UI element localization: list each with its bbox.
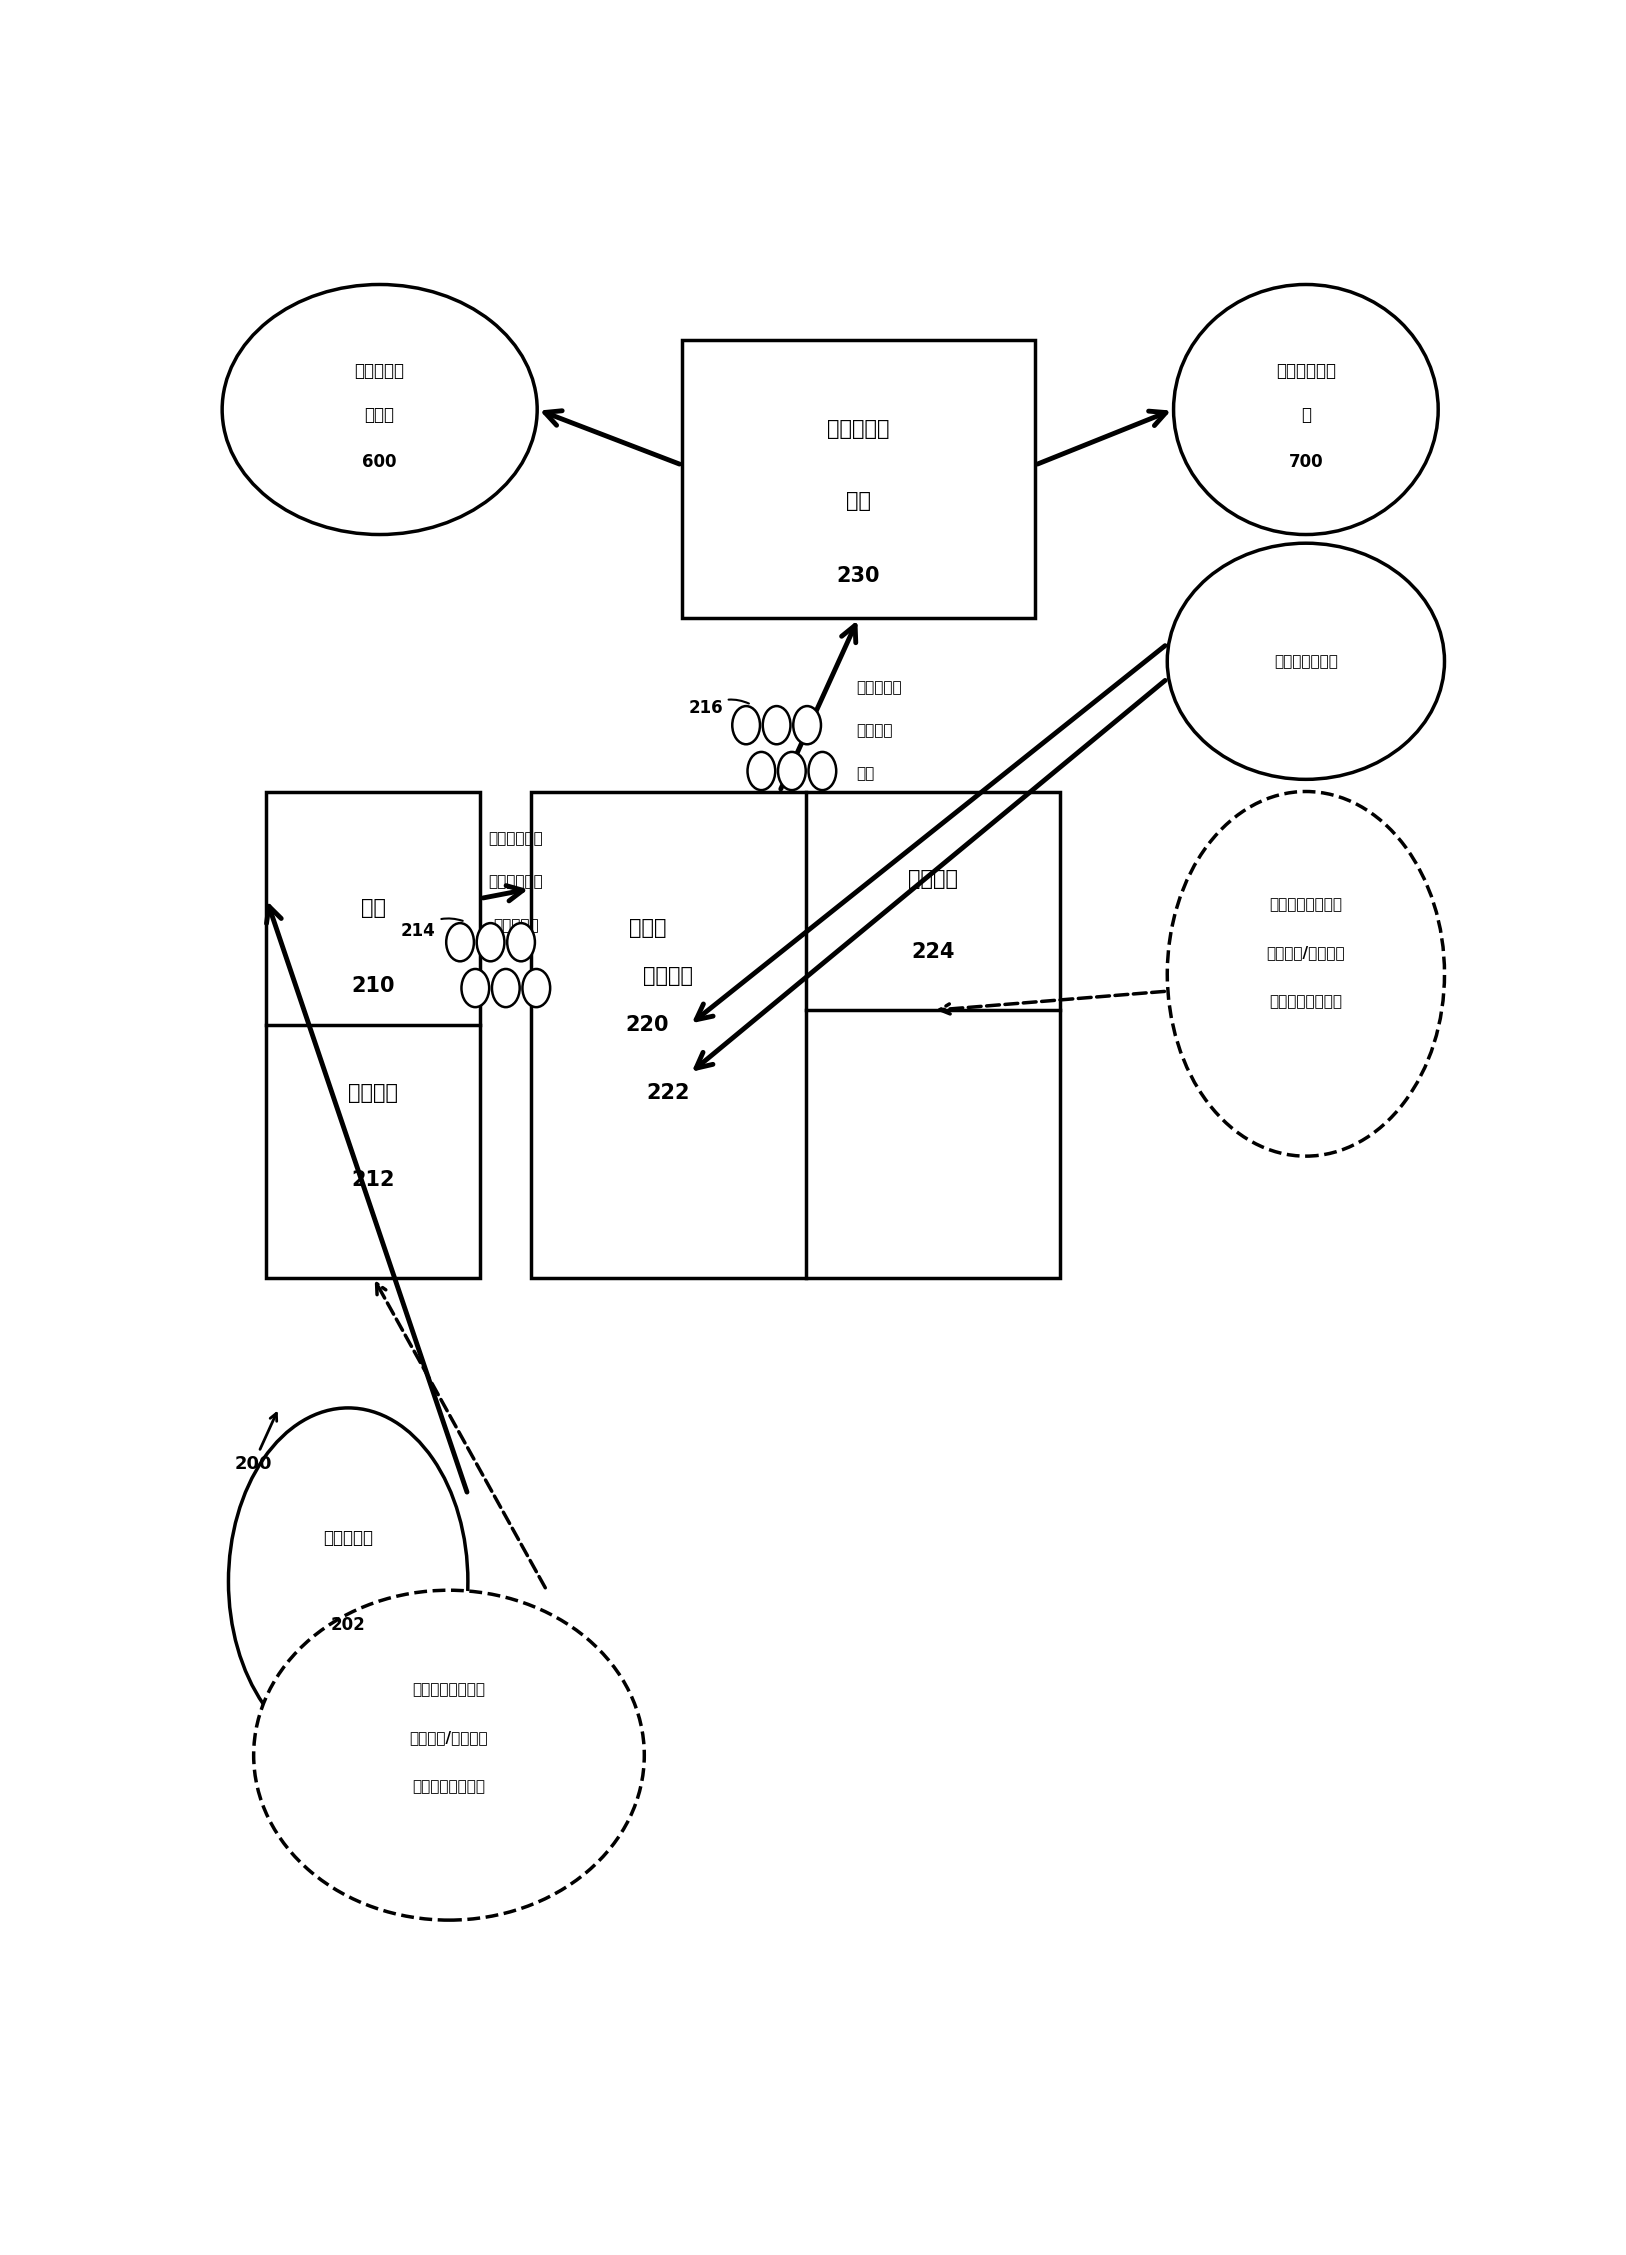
Circle shape xyxy=(462,970,489,1008)
Text: 224: 224 xyxy=(912,943,954,963)
Text: 废热（例如发动机: 废热（例如发动机 xyxy=(413,1682,486,1696)
Text: 216: 216 xyxy=(688,699,750,717)
Text: 料斗: 料斗 xyxy=(361,897,385,918)
Text: 214: 214 xyxy=(402,918,463,940)
Text: 212: 212 xyxy=(351,1170,395,1191)
Text: 222: 222 xyxy=(647,1082,691,1103)
Text: 存储和输送: 存储和输送 xyxy=(828,419,889,440)
Text: 生源: 生源 xyxy=(855,767,875,782)
Text: （纤维素和木: （纤维素和木 xyxy=(488,875,543,888)
Ellipse shape xyxy=(1167,792,1444,1157)
Text: 热（风、太阳等）: 热（风、太阳等） xyxy=(413,1779,486,1795)
Text: 200: 200 xyxy=(234,1414,276,1473)
Text: 210: 210 xyxy=(351,976,395,997)
Circle shape xyxy=(476,922,504,961)
Text: 反应器: 反应器 xyxy=(629,918,667,938)
Circle shape xyxy=(763,706,790,744)
Text: 排气）和/或可再生: 排气）和/或可再生 xyxy=(1267,945,1345,961)
Text: 可再生燃料生: 可再生燃料生 xyxy=(1276,363,1337,381)
Text: 220: 220 xyxy=(626,1015,668,1035)
Text: 700: 700 xyxy=(1288,453,1324,471)
Bar xyxy=(683,341,1036,618)
Circle shape xyxy=(507,922,535,961)
Ellipse shape xyxy=(1167,543,1444,780)
Circle shape xyxy=(748,751,776,789)
Text: 有用可再: 有用可再 xyxy=(855,724,893,737)
Text: 品生产: 品生产 xyxy=(364,406,395,424)
Text: 机构: 机构 xyxy=(846,492,872,512)
Text: 碳和氢气的: 碳和氢气的 xyxy=(855,679,902,695)
Text: 热交换器: 热交换器 xyxy=(348,1082,398,1103)
Text: 排出水分和空气: 排出水分和空气 xyxy=(1273,654,1338,670)
Ellipse shape xyxy=(223,284,537,534)
Text: 600: 600 xyxy=(363,453,397,471)
Text: 碳基耐用物: 碳基耐用物 xyxy=(354,363,405,381)
Circle shape xyxy=(793,706,821,744)
Circle shape xyxy=(493,970,520,1008)
Text: 202: 202 xyxy=(330,1617,366,1635)
Ellipse shape xyxy=(228,1407,468,1754)
Ellipse shape xyxy=(1174,284,1439,534)
Text: 经细化的给料: 经细化的给料 xyxy=(488,830,543,846)
Text: 废热（例如发动机: 废热（例如发动机 xyxy=(1270,897,1343,911)
Text: 230: 230 xyxy=(837,566,880,586)
Circle shape xyxy=(808,751,836,789)
Text: 加热机构: 加热机构 xyxy=(909,868,958,888)
Text: 质纤维素）: 质纤维素） xyxy=(493,918,538,934)
Text: 排气）和/或可再生: 排气）和/或可再生 xyxy=(410,1730,488,1745)
Text: 产: 产 xyxy=(1301,406,1311,424)
Circle shape xyxy=(522,970,550,1008)
Text: 生物质废物: 生物质废物 xyxy=(324,1529,374,1547)
Circle shape xyxy=(732,706,759,744)
Circle shape xyxy=(777,751,806,789)
Bar xyxy=(530,792,1060,1279)
Circle shape xyxy=(446,922,473,961)
Bar xyxy=(267,792,481,1279)
Text: 干燥机构: 干燥机构 xyxy=(644,965,694,985)
Text: 热（风、太阳等）: 热（风、太阳等） xyxy=(1270,994,1343,1008)
Ellipse shape xyxy=(254,1590,644,1921)
